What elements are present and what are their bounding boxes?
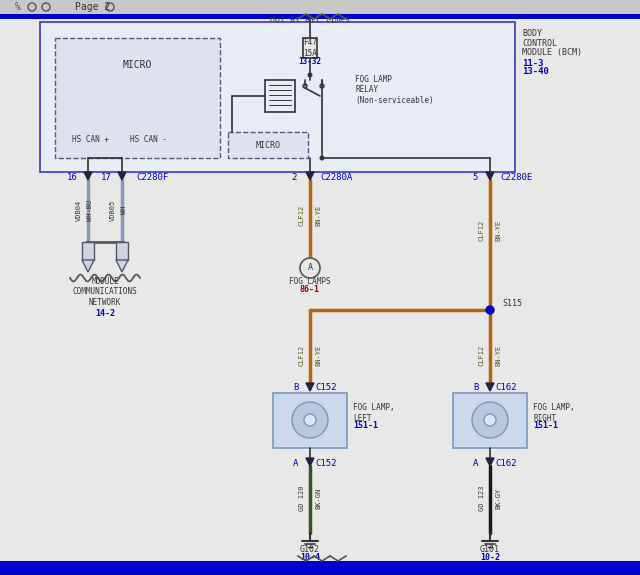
- Text: VDB04: VDB04: [76, 200, 82, 221]
- Text: C162: C162: [495, 458, 516, 467]
- Text: 10-4: 10-4: [300, 553, 320, 562]
- Bar: [0, 561, 640, 575]
- Text: CLF12: CLF12: [479, 344, 485, 366]
- Bar: [82, 242, 94, 260]
- Bar: [303, 38, 317, 58]
- Circle shape: [486, 306, 494, 314]
- Text: VDB05: VDB05: [110, 200, 116, 221]
- Text: HS CAN -: HS CAN -: [129, 136, 166, 144]
- Text: FOG LAMP,
RIGHT: FOG LAMP, RIGHT: [533, 403, 575, 423]
- Text: F47
15A: F47 15A: [303, 39, 317, 58]
- Text: G101: G101: [480, 545, 500, 554]
- Polygon shape: [84, 172, 92, 180]
- Polygon shape: [118, 172, 126, 180]
- Bar: [0, 556, 640, 561]
- Text: B: B: [293, 382, 299, 392]
- Polygon shape: [306, 172, 314, 180]
- Text: MODULE
COMMUNICATIONS
NETWORK: MODULE COMMUNICATIONS NETWORK: [72, 277, 138, 307]
- Text: C2280E: C2280E: [500, 174, 532, 182]
- Text: 10-2: 10-2: [480, 553, 500, 562]
- Text: 13-32: 13-32: [298, 58, 321, 67]
- Polygon shape: [486, 172, 494, 180]
- Bar: [40, 22, 515, 172]
- Circle shape: [300, 258, 320, 278]
- Polygon shape: [306, 458, 314, 466]
- Polygon shape: [116, 260, 128, 272]
- Circle shape: [292, 402, 328, 438]
- Text: WH-BU: WH-BU: [87, 200, 93, 221]
- Bar: [273, 393, 347, 448]
- Bar: [0, 0, 640, 14]
- Text: 151-1: 151-1: [353, 420, 378, 430]
- Text: BN-YE: BN-YE: [495, 220, 501, 240]
- Text: BODY: BODY: [522, 29, 542, 39]
- Text: %: %: [15, 2, 21, 12]
- Text: 16: 16: [67, 174, 77, 182]
- Text: HS CAN +: HS CAN +: [72, 136, 109, 144]
- Bar: [453, 393, 527, 448]
- Text: MICRO: MICRO: [122, 60, 152, 70]
- Text: 14-2: 14-2: [95, 309, 115, 317]
- Text: C162: C162: [495, 382, 516, 392]
- Bar: [228, 132, 308, 158]
- Text: 151-1: 151-1: [533, 420, 558, 430]
- Text: S115: S115: [502, 300, 522, 309]
- Bar: [116, 242, 128, 260]
- Text: MODULE (BCM): MODULE (BCM): [522, 48, 582, 56]
- Text: GD 120: GD 120: [299, 485, 305, 511]
- Text: BN-YE: BN-YE: [495, 344, 501, 366]
- Text: C152: C152: [315, 382, 337, 392]
- Text: BN-YE: BN-YE: [315, 344, 321, 366]
- Text: C2280F: C2280F: [136, 174, 168, 182]
- Text: BK-GY: BK-GY: [495, 488, 501, 509]
- Text: 13-40: 13-40: [522, 67, 549, 76]
- Text: A: A: [307, 263, 312, 273]
- Text: 17: 17: [100, 174, 111, 182]
- Bar: [265, 80, 295, 112]
- Text: 11-3: 11-3: [522, 59, 543, 67]
- Bar: [55, 38, 220, 158]
- Circle shape: [484, 414, 496, 426]
- Bar: [0, 14, 640, 19]
- Text: BK-GN: BK-GN: [315, 488, 321, 509]
- Circle shape: [472, 402, 508, 438]
- Text: CLF12: CLF12: [299, 204, 305, 225]
- Text: GD 123: GD 123: [479, 485, 485, 511]
- Text: C152: C152: [315, 458, 337, 467]
- Text: 5: 5: [472, 174, 477, 182]
- Text: FOG LAMPS: FOG LAMPS: [289, 278, 331, 286]
- Polygon shape: [486, 383, 494, 391]
- Text: 2: 2: [291, 174, 297, 182]
- Text: C2280A: C2280A: [320, 174, 352, 182]
- Polygon shape: [82, 260, 94, 272]
- Text: CONTROL: CONTROL: [522, 39, 557, 48]
- Polygon shape: [486, 458, 494, 466]
- Text: CLF12: CLF12: [299, 344, 305, 366]
- Text: WH: WH: [121, 206, 127, 214]
- Text: A: A: [474, 458, 479, 467]
- Text: Hot at all times: Hot at all times: [270, 14, 350, 24]
- Text: A: A: [293, 458, 299, 467]
- Text: G102: G102: [300, 545, 320, 554]
- Text: BN-YE: BN-YE: [315, 204, 321, 225]
- Text: MICRO: MICRO: [255, 140, 280, 150]
- Text: B: B: [474, 382, 479, 392]
- Polygon shape: [306, 383, 314, 391]
- Text: 86-1: 86-1: [300, 286, 320, 294]
- Text: FOG LAMP
RELAY
(Non-serviceable): FOG LAMP RELAY (Non-serviceable): [355, 75, 434, 105]
- Circle shape: [307, 72, 312, 78]
- Text: Page 2: Page 2: [75, 2, 110, 12]
- Circle shape: [304, 414, 316, 426]
- Circle shape: [319, 155, 324, 160]
- Text: FOG LAMP,
LEFT: FOG LAMP, LEFT: [353, 403, 395, 423]
- Text: CLF12: CLF12: [479, 220, 485, 240]
